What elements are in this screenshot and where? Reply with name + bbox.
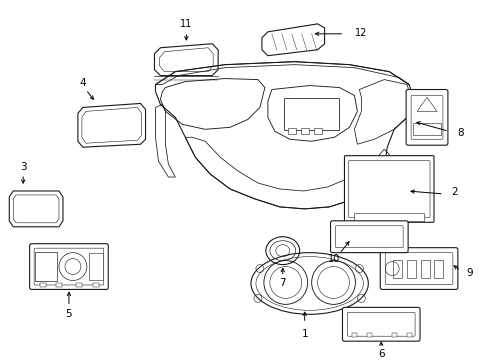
Text: 4: 4 [80, 77, 86, 87]
FancyBboxPatch shape [342, 307, 419, 341]
Bar [93, 283, 99, 287]
FancyBboxPatch shape [330, 221, 407, 253]
Bar [406, 260, 415, 278]
Bar [406, 333, 411, 337]
Text: 12: 12 [355, 28, 367, 38]
FancyBboxPatch shape [410, 95, 442, 139]
FancyBboxPatch shape [344, 156, 433, 222]
Text: 3: 3 [20, 162, 26, 172]
Text: 6: 6 [377, 349, 384, 359]
Text: 11: 11 [180, 19, 192, 29]
Bar [313, 128, 321, 134]
FancyBboxPatch shape [347, 312, 414, 336]
Text: 10: 10 [328, 253, 340, 264]
Text: 7: 7 [279, 279, 285, 288]
Text: 2: 2 [450, 187, 457, 197]
Text: 1: 1 [301, 329, 307, 339]
Text: 8: 8 [456, 128, 463, 138]
FancyBboxPatch shape [385, 253, 452, 284]
Bar [300, 128, 308, 134]
Bar [392, 260, 401, 278]
Bar [287, 128, 295, 134]
Text: 5: 5 [65, 309, 72, 319]
FancyBboxPatch shape [34, 248, 103, 285]
Text: 9: 9 [466, 267, 472, 278]
Bar [354, 213, 423, 221]
FancyBboxPatch shape [335, 226, 402, 248]
Bar [420, 260, 428, 278]
Bar [56, 283, 62, 287]
FancyBboxPatch shape [348, 161, 429, 217]
Bar [40, 283, 46, 287]
Bar [434, 260, 443, 278]
FancyBboxPatch shape [406, 90, 447, 145]
FancyBboxPatch shape [380, 248, 457, 289]
Bar [35, 252, 57, 282]
Bar [366, 333, 371, 337]
Bar [89, 253, 102, 280]
Bar [284, 99, 338, 130]
Bar [391, 333, 396, 337]
Bar [76, 283, 81, 287]
FancyBboxPatch shape [30, 244, 108, 289]
Bar [351, 333, 356, 337]
Bar [412, 123, 440, 135]
